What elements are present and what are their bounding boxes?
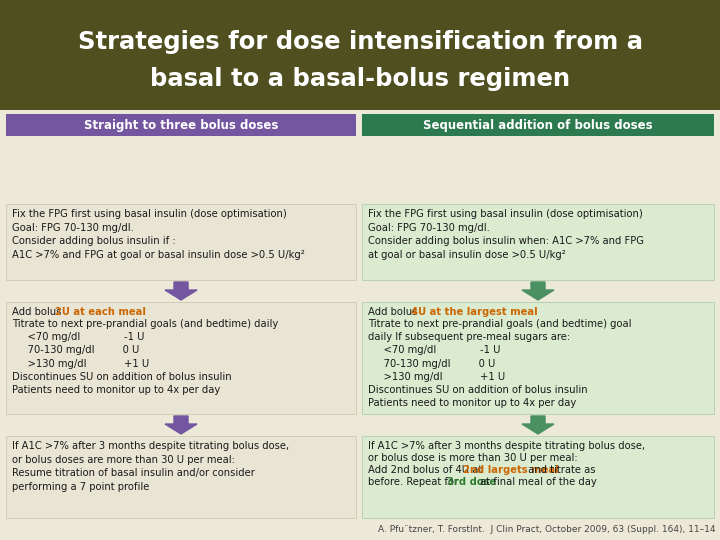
Text: 2nd largets meal: 2nd largets meal [464, 465, 559, 475]
Polygon shape [165, 416, 197, 434]
Text: and titrate as: and titrate as [525, 465, 595, 475]
FancyBboxPatch shape [0, 0, 720, 110]
Text: or bolus dose is more than 30 U per meal:: or bolus dose is more than 30 U per meal… [368, 453, 577, 463]
Text: Fix the FPG first using basal insulin (dose optimisation)
Goal: FPG 70-130 mg/dl: Fix the FPG first using basal insulin (d… [368, 209, 644, 260]
Text: before. Repeat for: before. Repeat for [368, 477, 462, 487]
FancyBboxPatch shape [362, 204, 714, 280]
FancyBboxPatch shape [362, 436, 714, 518]
FancyBboxPatch shape [362, 114, 714, 136]
Text: Titrate to next pre-prandial goals (and bedtime) daily
     <70 mg/dl           : Titrate to next pre-prandial goals (and … [12, 319, 278, 395]
Text: 4U at the largest meal: 4U at the largest meal [411, 307, 538, 317]
Text: basal to a basal-bolus regimen: basal to a basal-bolus regimen [150, 67, 570, 91]
Text: Sequential addition of bolus doses: Sequential addition of bolus doses [423, 118, 653, 132]
Text: Titrate to next pre-prandial goals (and bedtime) goal
daily If subsequent pre-me: Titrate to next pre-prandial goals (and … [368, 319, 631, 408]
Polygon shape [165, 282, 197, 300]
Text: Add 2nd bolus of 4U at: Add 2nd bolus of 4U at [368, 465, 485, 475]
FancyBboxPatch shape [6, 302, 356, 414]
Text: Strategies for dose intensification from a: Strategies for dose intensification from… [78, 30, 642, 54]
Text: Add bolus: Add bolus [12, 307, 65, 317]
Text: 3rd dose: 3rd dose [447, 477, 496, 487]
FancyBboxPatch shape [362, 302, 714, 414]
Polygon shape [522, 416, 554, 434]
Text: If A1C >7% after 3 months despite titrating bolus dose,
or bolus doses are more : If A1C >7% after 3 months despite titrat… [12, 441, 289, 492]
Text: A. Pfu¨tzner, T. ForstInt.  J Clin Pract, October 2009, 63 (Suppl. 164), 11–14: A. Pfu¨tzner, T. ForstInt. J Clin Pract,… [379, 525, 716, 534]
Text: at final meal of the day: at final meal of the day [477, 477, 597, 487]
FancyBboxPatch shape [6, 114, 356, 136]
Text: Fix the FPG first using basal insulin (dose optimisation)
Goal: FPG 70-130 mg/dl: Fix the FPG first using basal insulin (d… [12, 209, 305, 260]
Text: If A1C >7% after 3 months despite titrating bolus dose,: If A1C >7% after 3 months despite titrat… [368, 441, 645, 451]
Text: Straight to three bolus doses: Straight to three bolus doses [84, 118, 278, 132]
FancyBboxPatch shape [6, 204, 356, 280]
Text: Add bolus: Add bolus [368, 307, 420, 317]
Polygon shape [522, 282, 554, 300]
FancyBboxPatch shape [6, 436, 356, 518]
Text: 2U at each meal: 2U at each meal [55, 307, 146, 317]
